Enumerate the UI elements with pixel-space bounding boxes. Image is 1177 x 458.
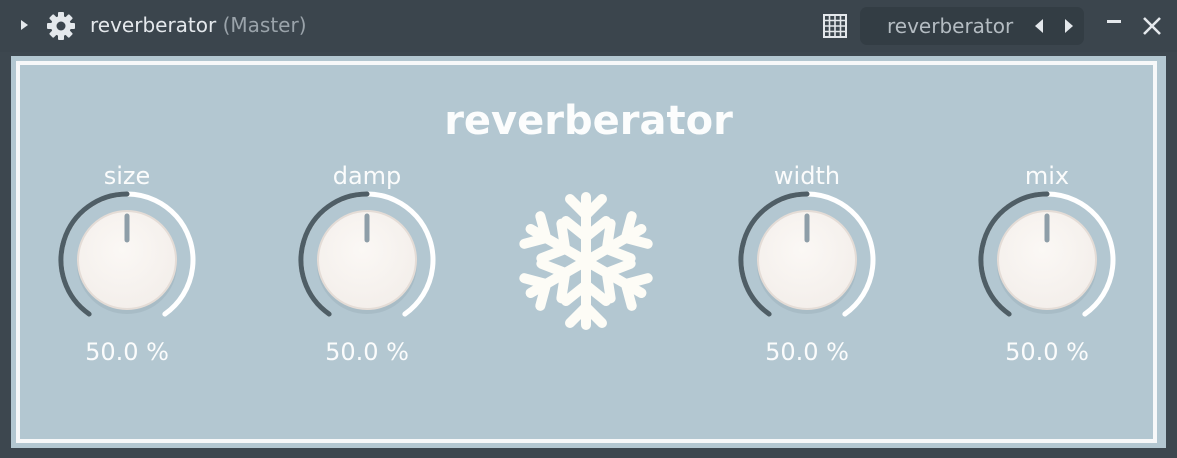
knob-label: width [773,162,841,190]
knob-value: 50.0 % [1005,338,1089,366]
minimize-icon[interactable] [1101,12,1127,38]
expand-arrow-icon[interactable] [14,15,34,35]
preset-selector[interactable]: reverberator [860,7,1084,45]
knob-label: mix [1024,162,1070,190]
window-subtitle: (Master) [222,13,307,37]
gear-icon[interactable] [46,11,76,41]
knob-label: damp [332,162,402,190]
knob-value: 50.0 % [765,338,849,366]
prev-preset-icon[interactable] [1030,16,1050,36]
preset-name: reverberator [887,14,1014,38]
damp-knob[interactable] [297,190,437,330]
plugin-title: reverberator [444,98,733,144]
knob-unit-width: width 50.0 % [717,162,897,372]
knob-value: 50.0 % [325,338,409,366]
window-title: reverberator (Master) [90,13,307,37]
next-preset-icon[interactable] [1058,16,1078,36]
plugin-panel: reverberator size 50.0 % damp 50.0 % wid… [11,56,1166,448]
knob-unit-size: size 50.0 % [37,162,217,372]
window-titlebar: reverberator (Master) reverberator [0,0,1177,52]
knob-unit-damp: damp 50.0 % [277,162,457,372]
snowflake-icon[interactable] [511,186,661,336]
mix-knob[interactable] [977,190,1117,330]
grid-icon[interactable] [822,13,848,39]
knob-value: 50.0 % [85,338,169,366]
knob-label: size [103,162,151,190]
size-knob[interactable] [57,190,197,330]
panel-frame [16,61,1157,443]
window-title-text: reverberator [90,13,217,37]
close-icon[interactable] [1139,13,1165,39]
knob-unit-mix: mix 50.0 % [957,162,1137,372]
width-knob[interactable] [737,190,877,330]
